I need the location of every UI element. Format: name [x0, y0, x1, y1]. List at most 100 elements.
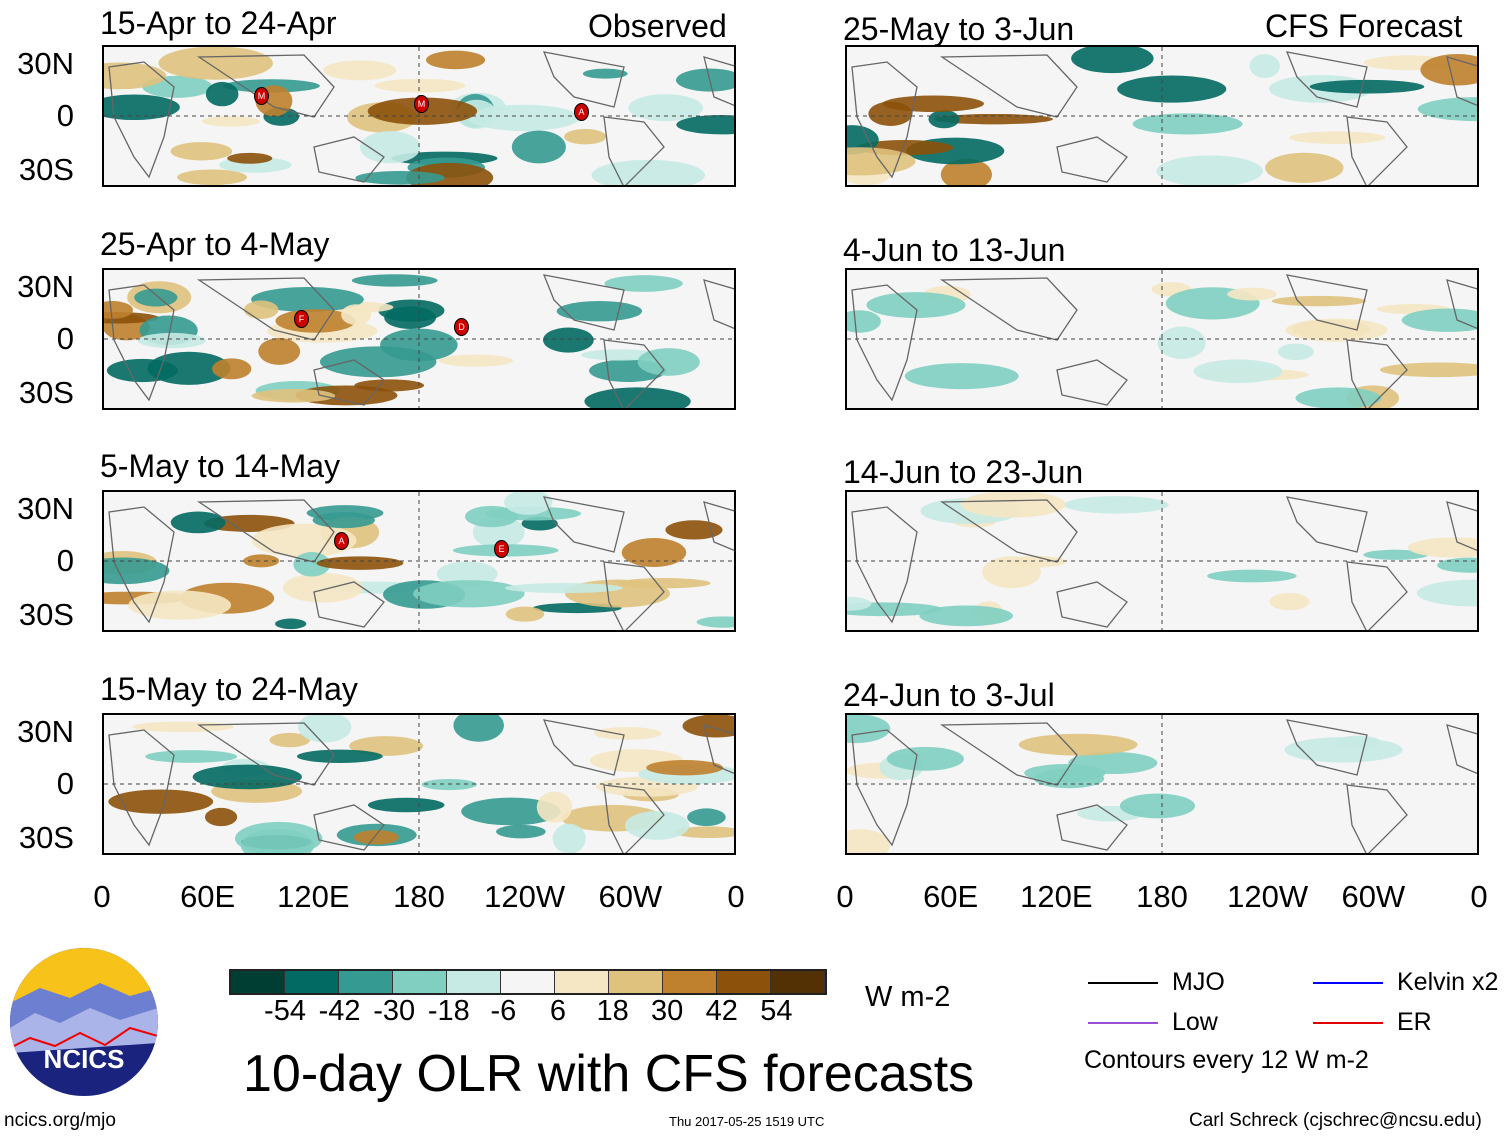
legend-label: Low — [1172, 1008, 1218, 1036]
colorbar-label: -6 — [490, 995, 517, 1027]
anomaly-region — [582, 68, 628, 79]
latitude-label: 30N — [17, 46, 74, 81]
storm-marker: M — [254, 87, 269, 105]
anomaly-region — [453, 709, 504, 742]
legend-label: MJO — [1172, 968, 1225, 996]
olr-map-panel — [102, 709, 751, 863]
anomaly-region — [1416, 579, 1510, 607]
anomaly-region — [1379, 362, 1498, 378]
anomaly-region — [1363, 549, 1429, 560]
latitude-label: 30S — [18, 820, 74, 855]
anomaly-region — [564, 128, 607, 145]
anomaly-region — [354, 379, 425, 392]
latitude-label: 0 — [56, 766, 74, 801]
anomaly-region — [204, 807, 238, 827]
olr-anomaly-field — [803, 43, 1510, 191]
anomaly-region — [128, 590, 232, 620]
latitude-label: 0 — [56, 543, 74, 578]
anomaly-region — [461, 797, 561, 826]
continent-outline — [851, 51, 1482, 189]
anomaly-region — [1157, 326, 1206, 359]
forecast-label: CFS Forecast — [1265, 8, 1463, 44]
anomaly-region — [212, 358, 252, 380]
anomaly-region — [1156, 155, 1263, 187]
anomaly-region — [1265, 152, 1344, 183]
anomaly-region — [176, 169, 248, 186]
colorbar-label: 18 — [596, 995, 629, 1027]
olr-map-panel — [821, 713, 1482, 862]
longitude-label: 120E — [277, 879, 350, 914]
anomaly-region — [351, 274, 438, 287]
continent-outline — [851, 274, 1482, 412]
latitude-label: 30S — [18, 375, 74, 410]
longitude-label: 0 — [93, 879, 111, 914]
anomaly-region — [251, 523, 357, 558]
anomaly-region — [1117, 75, 1227, 103]
anomaly-region — [511, 130, 566, 164]
anomaly-region — [413, 580, 525, 608]
anomaly-region — [355, 170, 445, 185]
anomaly-region — [556, 300, 643, 322]
anomaly-region — [170, 142, 233, 161]
longitude-label: 0 — [836, 879, 854, 914]
anomaly-region — [275, 618, 307, 630]
anomaly-region — [251, 287, 364, 312]
anomaly-region — [934, 113, 1054, 125]
logo-text: NCICS — [43, 1044, 125, 1074]
anomaly-region — [192, 764, 302, 790]
anomaly-region — [367, 797, 445, 813]
anomaly-region — [243, 554, 280, 568]
footer-url: ncics.org/mjo — [4, 1110, 116, 1131]
longitude-label: 120W — [1227, 879, 1309, 914]
continent-outline — [108, 496, 739, 634]
anomaly-region — [882, 95, 984, 113]
legend-line — [1313, 982, 1383, 984]
anomaly-region — [940, 158, 992, 191]
colorbar-swatch — [663, 971, 717, 993]
olr-map-panel — [825, 490, 1510, 634]
panel-title: 15-May to 24-May — [100, 671, 358, 707]
anomaly-region — [591, 159, 705, 191]
anomaly-region — [145, 750, 238, 763]
latitude-label: 30N — [17, 269, 74, 304]
anomaly-region — [147, 351, 231, 385]
anomaly-region — [1063, 496, 1169, 514]
anomaly-region — [349, 736, 424, 756]
anomaly-region — [374, 78, 466, 93]
colorbar-swatch — [339, 971, 393, 993]
latitude-label: 0 — [56, 98, 74, 133]
colorbar-swatch — [393, 971, 447, 993]
anomaly-region — [1309, 79, 1425, 94]
anomaly-region — [1132, 113, 1243, 135]
anomaly-region — [296, 749, 383, 764]
anomaly-region — [1437, 557, 1501, 573]
anomaly-region — [384, 306, 437, 329]
legend-line — [1088, 1022, 1158, 1024]
anomaly-region — [543, 327, 594, 353]
anomaly-region — [201, 116, 261, 127]
anomaly-region — [1289, 131, 1386, 144]
storm-marker: M — [414, 95, 429, 113]
anomaly-region — [1009, 555, 1066, 568]
storm-marker: E — [494, 540, 509, 558]
anomaly-region — [1071, 43, 1154, 74]
panel-title: 5-May to 14-May — [100, 448, 341, 484]
anomaly-region — [1284, 737, 1403, 763]
anomaly-region — [316, 556, 404, 570]
longitude-label: 120W — [484, 879, 566, 914]
anomaly-region — [258, 337, 301, 365]
latitude-label: 30N — [17, 491, 74, 526]
anomaly-region — [298, 711, 352, 743]
anomaly-region — [359, 130, 421, 164]
ncics-logo: NCICS — [10, 948, 158, 1096]
anomaly-region — [251, 389, 336, 403]
latitude-label: 30N — [17, 714, 74, 749]
colorbar-swatch — [555, 971, 609, 993]
footer-author: Carl Schreck (cjschrec@ncsu.edu) — [1189, 1110, 1482, 1131]
anomaly-region — [1271, 295, 1367, 307]
colorbar-swatch — [717, 971, 771, 993]
anomaly-region — [504, 583, 623, 594]
